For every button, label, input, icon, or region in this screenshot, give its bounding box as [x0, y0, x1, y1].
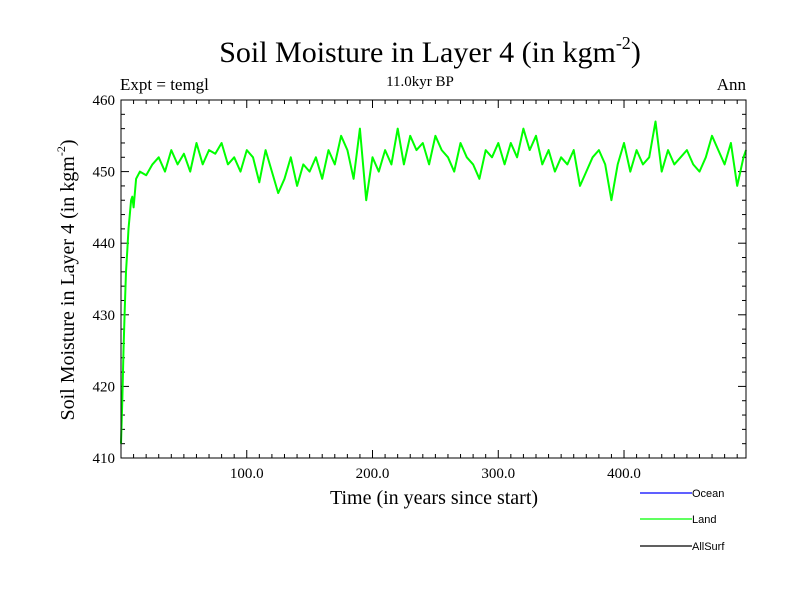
- y-tick-label: 460: [93, 93, 116, 109]
- y-tick-label: 410: [93, 451, 116, 467]
- experiment-label: Expt = temgl: [120, 75, 209, 94]
- series-line-land: [120, 120, 747, 444]
- plot-frame: [120, 99, 747, 459]
- y-tick-label: 420: [93, 379, 116, 395]
- y-tick-label: 450: [93, 165, 116, 181]
- y-axis-label: Soil Moisture in Layer 4 (in kgm-2): [54, 139, 79, 420]
- legend-label-ocean: Ocean: [692, 488, 724, 500]
- x-tick-label: 200.0: [356, 466, 390, 482]
- x-tick-label: 100.0: [230, 466, 264, 482]
- x-tick-label: 400.0: [607, 466, 641, 482]
- season-label: Ann: [717, 75, 747, 94]
- x-tick-label: 300.0: [481, 466, 515, 482]
- x-axis-label: Time (in years since start): [330, 487, 538, 509]
- legend-label-allsurf: AllSurf: [692, 541, 725, 553]
- chart-subtitle: 11.0kyr BP: [386, 74, 454, 90]
- legend-label-land: Land: [692, 514, 716, 526]
- series-group: [120, 120, 747, 444]
- y-tick-label: 430: [93, 308, 116, 324]
- chart-title: Soil Moisture in Layer 4 (in kgm-2): [219, 33, 641, 69]
- legend: Ocean Land AllSurf: [640, 488, 725, 553]
- axis-ticks: 100.0 200.0 300.0 400.0 410 420 430 440 450 460: [93, 93, 746, 482]
- chart-title-sup: -2: [616, 33, 631, 53]
- y-axis-label-sup: -2: [54, 146, 68, 156]
- y-tick-label: 440: [93, 236, 116, 252]
